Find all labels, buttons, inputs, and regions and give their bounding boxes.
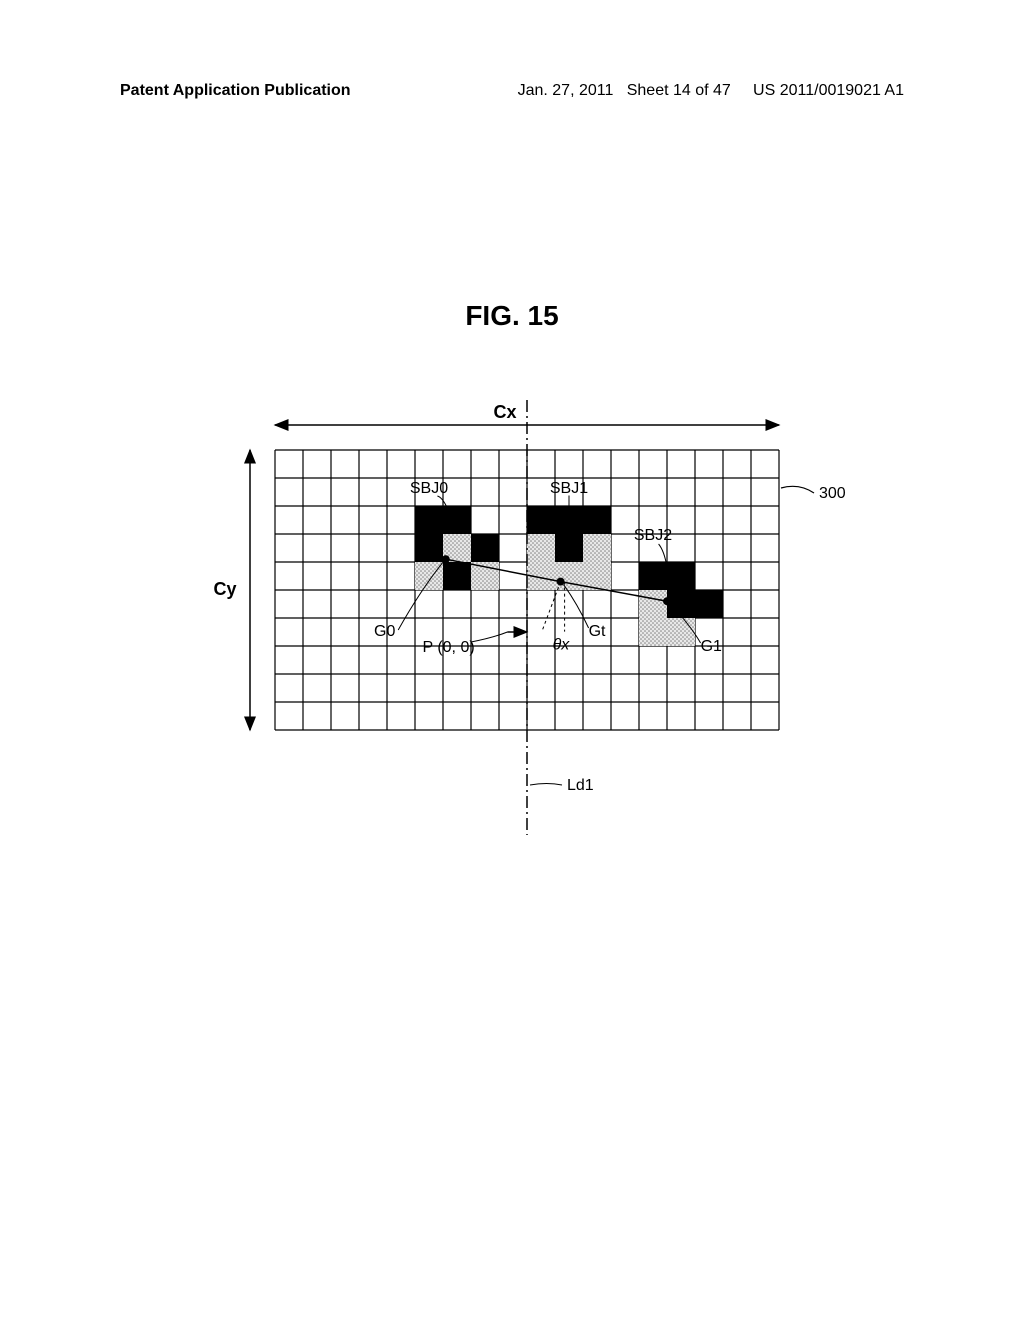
diagram-svg: Cx Cy 300 SBJ0 SBJ1 SBJ2 (190, 380, 890, 880)
sbj2-label: SBJ2 (634, 527, 672, 544)
cx-label: Cx (493, 402, 516, 422)
g1-label: G1 (701, 638, 722, 655)
header-date: Jan. 27, 2011 (518, 82, 614, 99)
gt-label: Gt (589, 623, 606, 640)
ref300-label: 300 (819, 485, 846, 502)
sbj0-label: SBJ0 (410, 480, 448, 497)
header-left: Patent Application Publication (120, 82, 351, 100)
g0-label: G0 (374, 623, 395, 640)
shapes (415, 506, 723, 646)
diagram-container: Cx Cy 300 SBJ0 SBJ1 SBJ2 (190, 380, 890, 880)
header-right: Jan. 27, 2011 Sheet 14 of 47 US 2011/001… (518, 82, 904, 100)
header-docnum: US 2011/0019021 A1 (753, 82, 904, 99)
sbj1-label: SBJ1 (550, 480, 588, 497)
page-header: Patent Application Publication Jan. 27, … (0, 82, 1024, 100)
ref-300: 300 (781, 485, 846, 502)
cy-label: Cy (213, 579, 236, 599)
cy-dimension: Cy (213, 450, 250, 730)
figure-title: FIG. 15 (465, 300, 558, 332)
thetax-label: θx (553, 637, 571, 654)
ld1-label: Ld1 (567, 777, 594, 794)
ld1-label-group: Ld1 (530, 777, 594, 794)
header-sheet: Sheet 14 of 47 (627, 82, 731, 99)
p00-label: P (0, 0) (423, 639, 475, 656)
